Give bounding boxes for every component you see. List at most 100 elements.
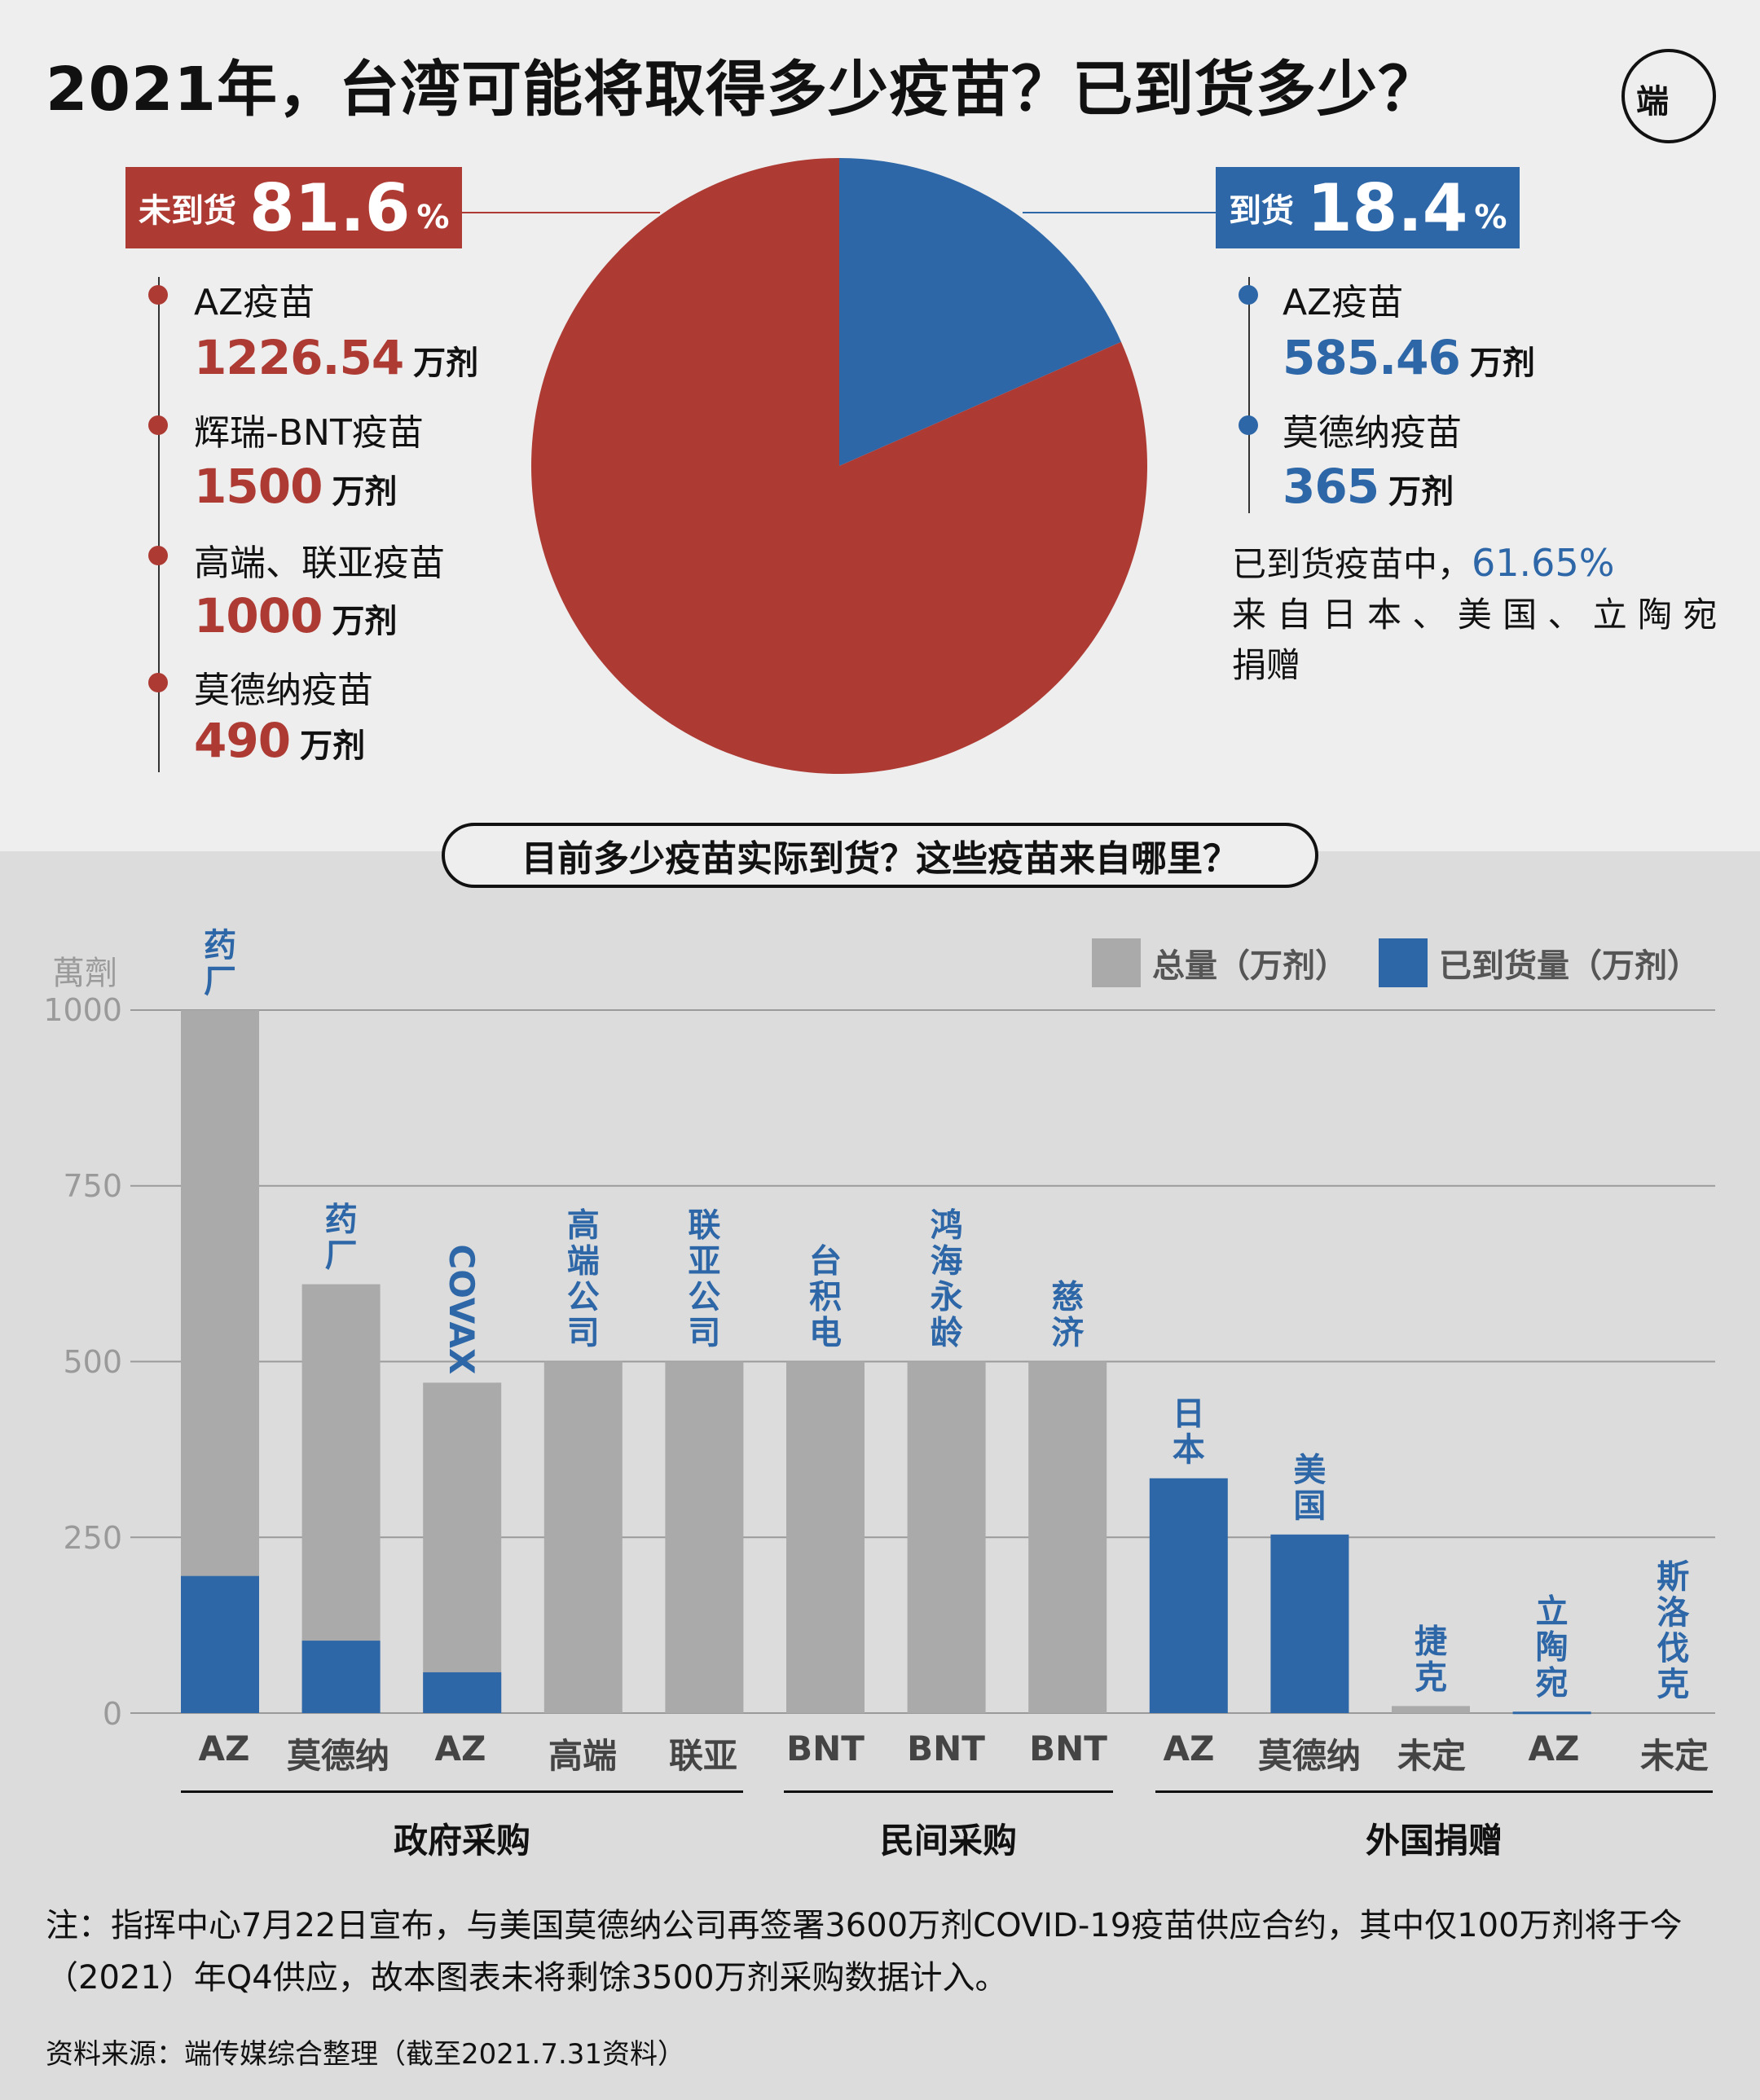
category-label: AZ [198,1729,250,1768]
left-item-value: 490 万剂 [194,713,366,768]
bar-total [665,1361,744,1713]
section-title: 目前多少疫苗实际到货？这些疫苗来自哪里？ [442,823,1318,888]
right-item-value: 365 万剂 [1283,459,1454,514]
left-item-name: 莫德纳疫苗 [194,670,373,711]
category-label: AZ [434,1729,486,1768]
source-label: 斯洛伐克 [1657,1558,1690,1703]
bar-arrived [181,1575,259,1713]
group-label: 民间采购 [879,1821,1017,1861]
legend-arrived: 已到货量（万剂） [1379,938,1700,987]
undelivered-leader [460,212,660,213]
source-label: 药厂 [204,927,236,1000]
note-text: 捐赠 [1232,645,1301,685]
category-label: 联亚 [668,1736,737,1776]
legend-label: 总量（万剂） [1152,947,1348,985]
bar-arrived [1270,1534,1349,1713]
left-item-dot [148,673,168,692]
source-credit: 资料来源：端传媒综合整理（截至2021.7.31资料） [46,2038,686,2071]
right-item-name: AZ疫苗 [1283,282,1404,323]
source-label: 日本 [1173,1395,1205,1469]
legend-label: 已到货量（万剂） [1439,947,1700,985]
source-label: 慈济 [1051,1279,1085,1352]
note-text: 已到货疫苗中， [1232,544,1472,584]
source-label: 台积电 [809,1243,842,1352]
source-label: 联亚公司 [688,1207,720,1352]
legend-total: 总量（万剂） [1092,938,1348,987]
category-label: AZ [1528,1729,1580,1768]
bar-total [786,1361,865,1713]
source-label: 药厂 [325,1202,358,1275]
delivered-note: 已到货疫苗中，61.65% 来 自 日 本 、 美 国 、 立 陶 宛 捐赠 [1232,538,1718,691]
delivered-unit: % [1474,199,1507,236]
right-list-line [1248,277,1250,513]
delivered-pct: 18.4 [1307,169,1468,246]
source-label: 鸿海永龄 [931,1207,963,1352]
bar-total [543,1361,623,1713]
group-label: 政府采购 [393,1821,530,1861]
right-item-name: 莫德纳疫苗 [1283,412,1462,454]
right-item-value: 585.46 万剂 [1283,330,1535,385]
left-item-name: 高端、联亚疫苗 [194,543,445,584]
left-item-name: AZ疫苗 [194,282,315,323]
bar-total [423,1382,502,1713]
footnote: 注：指挥中心7月22日宣布，与美国莫德纳公司再签署3600万剂COVID-19疫… [46,1907,1683,1997]
right-item-dot [1239,415,1258,435]
pie-chart [531,158,1147,774]
pie-slice [531,158,1147,774]
group-divider [784,1790,1113,1793]
undelivered-label: 未到货 [139,192,236,230]
source-label: COVAX [442,1244,482,1374]
pie-slice [839,158,1121,466]
left-item-name: 辉瑞-BNT疫苗 [194,412,424,454]
y-tick: 1000 [43,992,122,1028]
bar-arrived [423,1672,502,1713]
delivered-label: 到货 [1229,192,1294,230]
logo-text: 端 [1636,83,1669,121]
left-item-dot [148,546,168,565]
bar-arrived [1149,1478,1228,1713]
bar-total [1392,1706,1470,1713]
logo-icon: 端 [1621,49,1716,143]
left-item-value: 1000 万剂 [194,588,398,644]
note-highlight: 61.65% [1472,541,1615,585]
y-tick: 0 [102,1696,122,1732]
bar-arrived [1512,1711,1591,1715]
source-label: 捷克 [1415,1623,1447,1696]
legend-swatch-gray [1092,938,1141,987]
undelivered-badge: 未到货 81.6 % [125,167,463,248]
undelivered-pct: 81.6 [249,169,411,246]
category-label: AZ [1163,1729,1215,1768]
note-text: 来 自 日 本 、 美 国 、 立 陶 宛 [1232,595,1718,635]
delivered-leader [1023,212,1218,213]
category-label: 莫德纳 [1257,1736,1361,1776]
page-title: 2021年，台湾可能将取得多少疫苗？已到货多少？ [46,55,1439,125]
y-tick: 500 [63,1344,122,1380]
right-item-dot [1239,285,1258,305]
category-label: BNT [786,1729,865,1768]
left-item-value: 1500 万剂 [194,459,398,514]
source-label: 高端公司 [567,1207,600,1352]
y-tick: 750 [63,1168,122,1204]
bottom-panel [0,851,1760,2100]
source-label: 立陶宛 [1536,1593,1569,1702]
category-label: 未定 [1639,1736,1709,1776]
category-label: 高端 [548,1736,617,1776]
bar-total [907,1361,986,1713]
undelivered-unit: % [416,199,450,236]
source-label: 美国 [1293,1452,1326,1525]
left-item-dot [148,285,168,305]
bar-arrived [301,1641,381,1713]
group-label: 外国捐赠 [1365,1821,1503,1861]
category-label: BNT [1029,1729,1107,1768]
category-label: 未定 [1397,1736,1466,1776]
delivered-badge: 到货 18.4 % [1216,167,1520,248]
category-label: BNT [907,1729,985,1768]
group-divider [1155,1790,1713,1793]
category-label: 莫德纳 [286,1736,389,1776]
bar-total [1028,1361,1107,1713]
legend-swatch-blue [1379,938,1428,987]
left-item-value: 1226.54 万剂 [194,330,479,385]
y-tick: 250 [63,1520,122,1556]
left-list-line [158,277,160,772]
